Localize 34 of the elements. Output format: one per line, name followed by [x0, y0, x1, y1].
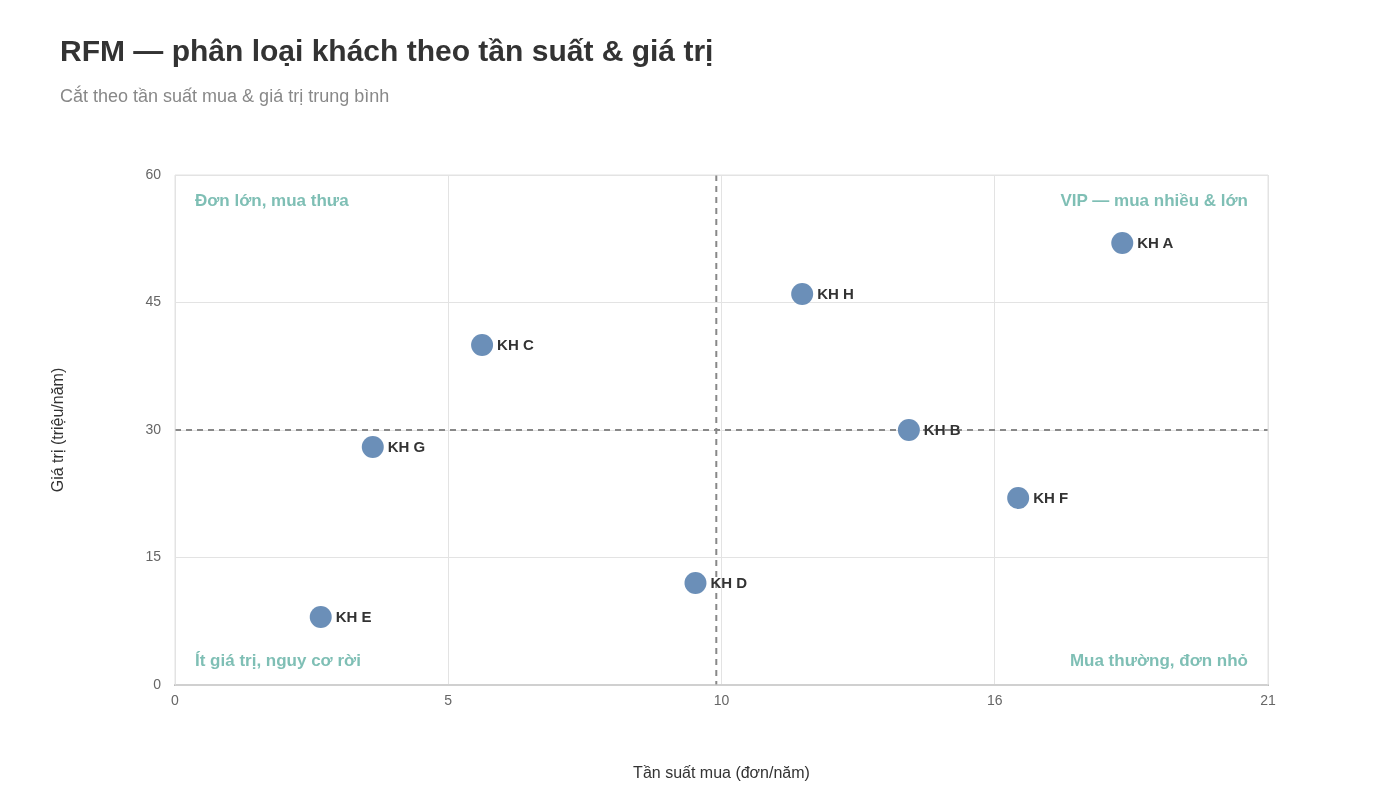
y-tick-label: 15: [145, 548, 162, 565]
x-tick-label: 16: [986, 692, 1003, 709]
x-tick-label: 21: [1260, 692, 1276, 709]
point: [684, 572, 707, 594]
annotation: KH D: [710, 574, 748, 592]
annotation: Mua thường, đơn nhỏ: [1069, 650, 1248, 670]
point: [1007, 487, 1030, 509]
x-tick-label: 0: [171, 692, 180, 709]
chart-title: RFM — phân loại khách theo tần suất & giá trị: [60, 34, 714, 68]
x-tick-label: 10: [713, 692, 730, 709]
annotation: KH B: [923, 421, 961, 439]
point: [897, 419, 920, 441]
annotation: Đơn lớn, mua thưa: [195, 190, 350, 210]
y-axis-title: Giá trị (triệu/năm): [49, 367, 67, 493]
annotation: VIP — mua nhiều & lớn: [1060, 190, 1248, 210]
annotation: KH C: [497, 336, 534, 354]
point: [361, 436, 384, 458]
point: [791, 283, 814, 305]
x-axis-title: Tần suất mua (đơn/năm): [633, 763, 810, 781]
annotation: KH E: [335, 608, 372, 626]
annotation: KH F: [1033, 489, 1069, 507]
annotation: Ít giá trị, nguy cơ rời: [195, 650, 361, 670]
annotation: KH A: [1137, 234, 1174, 252]
annotation: KH G: [387, 438, 426, 456]
y-tick-label: 60: [145, 165, 162, 182]
point: [471, 334, 494, 356]
chart-subtitle: Cắt theo tần suất mua & giá trị trung bình: [60, 86, 390, 107]
y-tick-label: 0: [153, 675, 162, 692]
y-tick-label: 45: [145, 293, 162, 310]
y-tick-label: 30: [145, 420, 162, 437]
annotation: KH H: [817, 285, 854, 303]
x-tick-label: 5: [444, 692, 453, 709]
point: [309, 606, 332, 628]
point: [1111, 232, 1134, 254]
